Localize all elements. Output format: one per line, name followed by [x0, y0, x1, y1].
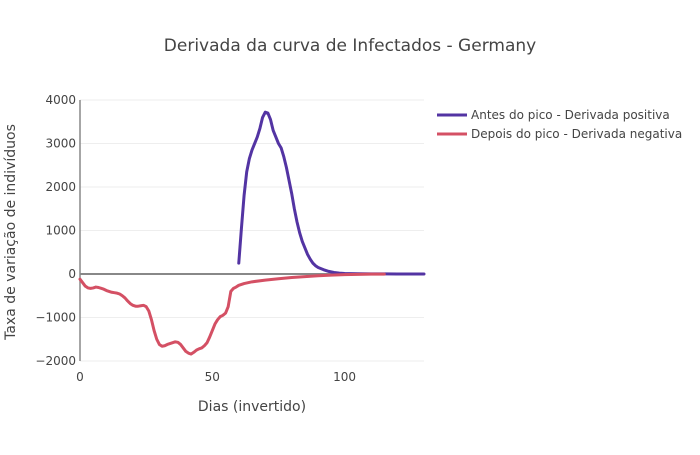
legend: Antes do pico - Derivada positiva Depois … [437, 108, 682, 141]
grid-lines [80, 99, 424, 362]
y-tick-label: 2000 [45, 180, 76, 194]
y-tick-label: −1000 [35, 311, 76, 325]
x-tick-label: 100 [333, 370, 356, 384]
series-line-1 [237, 110, 426, 276]
legend-label-2: Depois do pico - Derivada negativa [471, 127, 682, 141]
y-tick-label: 0 [68, 267, 76, 281]
series-layer [78, 110, 426, 356]
y-tick-labels: −2000 −1000 0 1000 2000 3000 4000 [35, 93, 76, 368]
y-tick-label: 1000 [45, 224, 76, 238]
x-tick-label: 50 [205, 370, 220, 384]
x-tick-labels: 0 50 100 [76, 370, 356, 384]
series-line-2 [78, 272, 386, 356]
x-tick-label: 0 [76, 370, 84, 384]
chart-title: Derivada da curva de Infectados - German… [164, 36, 536, 56]
y-tick-label: 3000 [45, 137, 76, 151]
legend-label-1: Antes do pico - Derivada positiva [471, 108, 670, 122]
y-axis-label: Taxa de variação de indivíduos [3, 124, 19, 341]
y-tick-label: 4000 [45, 93, 76, 107]
y-tick-label: −2000 [35, 354, 76, 368]
x-axis-label: Dias (invertido) [198, 399, 306, 415]
